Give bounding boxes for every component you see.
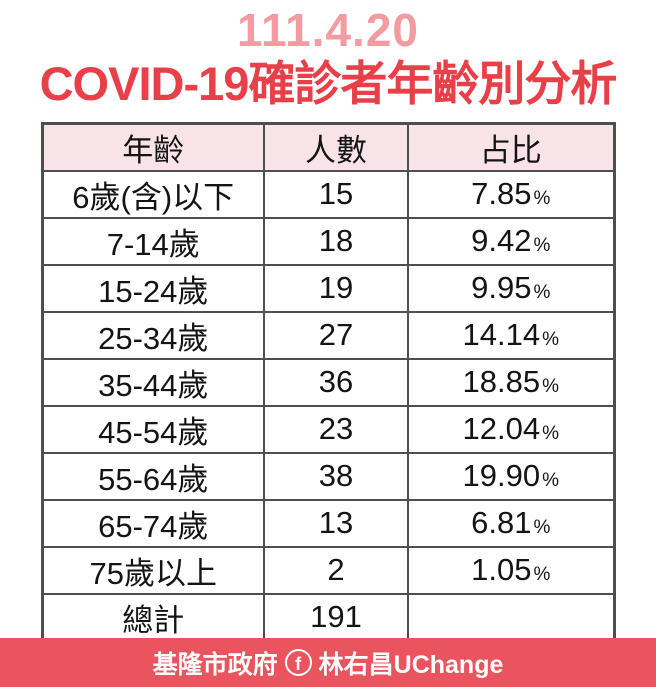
- age-cell: 55-64歲: [41, 451, 265, 501]
- percent-sign: %: [542, 470, 559, 492]
- count-cell: 18: [263, 216, 409, 266]
- count-cell: 13: [263, 498, 409, 548]
- age-stats-table: 年齡 人數 占比 6歲(含)以下 15 7.85% 7-14歲 18 9.42%…: [40, 121, 616, 643]
- count-cell: 27: [263, 310, 409, 360]
- page-title: COVID-19確診者年齡別分析: [39, 57, 618, 111]
- count-cell: 2: [263, 545, 409, 595]
- footer-bar: 基隆市政府 f 林右昌UChange: [0, 638, 656, 687]
- pct-cell: 19.90%: [407, 451, 615, 501]
- pct-value: 19.90: [462, 458, 541, 494]
- pct-value: 18.85: [462, 364, 541, 400]
- pct-value: 9.42: [471, 223, 532, 259]
- percent-sign: %: [533, 517, 551, 539]
- pct-cell: 9.42%: [407, 216, 615, 266]
- table-row: 65-74歲 13 6.81%: [41, 498, 615, 548]
- age-cell: 65-74歲: [41, 498, 265, 548]
- count-cell: 36: [263, 357, 409, 407]
- percent-sign: %: [533, 235, 551, 257]
- footer-org-label: 基隆市政府: [152, 650, 278, 679]
- count-cell: 23: [263, 404, 409, 454]
- footer-account-label: 林右昌UChange: [318, 650, 504, 679]
- facebook-f-glyph: f: [295, 653, 302, 674]
- count-cell: 38: [263, 451, 409, 501]
- table-row: 35-44歲 36 18.85%: [41, 357, 615, 407]
- percent-sign: %: [542, 423, 559, 445]
- pct-cell: 14.14%: [407, 310, 615, 360]
- pct-value: 1.05: [471, 552, 532, 588]
- total-label-cell: 總計: [41, 592, 265, 643]
- pct-cell: 9.95%: [407, 263, 615, 313]
- pct-value: 9.95: [471, 270, 532, 306]
- age-cell: 6歲(含)以下: [41, 169, 265, 219]
- table-row: 55-64歲 38 19.90%: [41, 451, 615, 501]
- col-header-count: 人數: [263, 122, 409, 172]
- pct-value: 14.14: [462, 317, 541, 353]
- pct-cell: 18.85%: [407, 357, 615, 407]
- total-pct-cell: [407, 592, 615, 643]
- percent-sign: %: [533, 564, 551, 586]
- age-cell: 45-54歲: [41, 404, 265, 454]
- table-row: 75歲以上 2 1.05%: [41, 545, 615, 595]
- pct-cell: 7.85%: [407, 169, 615, 219]
- pct-cell: 12.04%: [407, 404, 615, 454]
- table-row: 6歲(含)以下 15 7.85%: [41, 169, 615, 219]
- pct-value: 7.85: [471, 176, 532, 212]
- age-cell: 7-14歲: [41, 216, 265, 266]
- count-cell: 15: [263, 169, 409, 219]
- col-header-age: 年齡: [41, 122, 265, 172]
- age-cell: 75歲以上: [41, 545, 265, 595]
- age-cell: 15-24歲: [41, 263, 265, 313]
- percent-sign: %: [533, 188, 551, 210]
- age-cell: 35-44歲: [41, 357, 265, 407]
- report-date: 111.4.20: [237, 4, 419, 56]
- total-count-cell: 191: [263, 592, 409, 643]
- percent-sign: %: [542, 329, 559, 351]
- pct-cell: 6.81%: [407, 498, 615, 548]
- table-row: 15-24歲 19 9.95%: [41, 263, 615, 313]
- col-header-pct: 占比: [407, 122, 615, 172]
- count-cell: 19: [263, 263, 409, 313]
- table-total-row: 總計 191: [41, 592, 615, 643]
- table-row: 25-34歲 27 14.14%: [41, 310, 615, 360]
- pct-value: 6.81: [471, 505, 532, 541]
- facebook-icon: f: [284, 649, 312, 676]
- pct-value: 12.04: [462, 411, 541, 447]
- table-row: 7-14歲 18 9.42%: [41, 216, 615, 266]
- percent-sign: %: [542, 376, 559, 398]
- percent-sign: %: [533, 282, 551, 304]
- pct-cell: 1.05%: [407, 545, 615, 595]
- table-row: 45-54歲 23 12.04%: [41, 404, 615, 454]
- age-cell: 25-34歲: [41, 310, 265, 360]
- table-header-row: 年齡 人數 占比: [41, 122, 615, 172]
